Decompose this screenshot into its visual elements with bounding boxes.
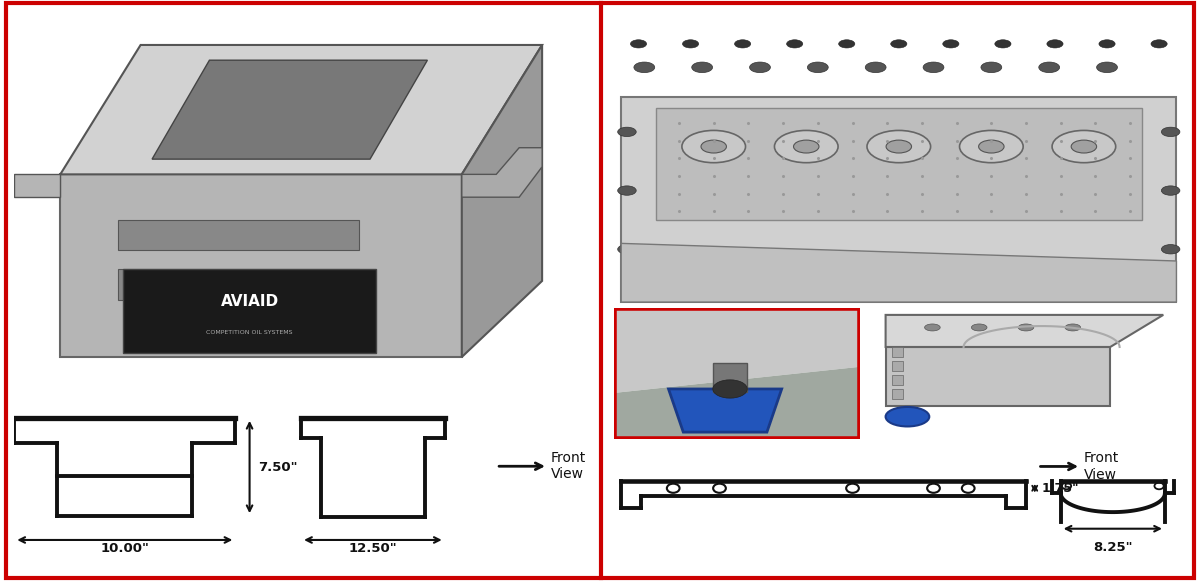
Circle shape (630, 40, 647, 48)
Text: 7.50": 7.50" (258, 461, 298, 474)
Polygon shape (462, 45, 542, 357)
Circle shape (618, 127, 636, 137)
Circle shape (667, 483, 679, 493)
Circle shape (635, 274, 654, 284)
Bar (118, 220, 359, 250)
Circle shape (1062, 483, 1072, 489)
Circle shape (1099, 40, 1115, 48)
Circle shape (865, 62, 886, 73)
Circle shape (923, 62, 944, 73)
Circle shape (866, 130, 931, 163)
Circle shape (886, 140, 912, 153)
Circle shape (979, 140, 1004, 153)
Circle shape (960, 130, 1024, 163)
Circle shape (750, 62, 770, 73)
Text: Front
View: Front View (1084, 451, 1120, 482)
Circle shape (1052, 130, 1116, 163)
Bar (892, 389, 902, 399)
Polygon shape (152, 60, 427, 159)
Circle shape (1066, 324, 1080, 331)
Text: 10.00": 10.00" (101, 542, 149, 555)
Bar (892, 347, 902, 357)
Text: 8.25": 8.25" (1093, 541, 1133, 554)
Circle shape (928, 483, 940, 493)
Circle shape (962, 483, 974, 493)
FancyBboxPatch shape (886, 347, 1110, 406)
Circle shape (793, 140, 818, 153)
Text: 12.50": 12.50" (348, 542, 397, 555)
Bar (118, 270, 359, 300)
Circle shape (1151, 40, 1168, 48)
Circle shape (1154, 483, 1164, 489)
Circle shape (1162, 186, 1180, 195)
Bar (892, 375, 902, 385)
Circle shape (839, 40, 854, 48)
Polygon shape (462, 148, 542, 197)
FancyBboxPatch shape (656, 109, 1141, 220)
Polygon shape (614, 308, 860, 393)
Bar (892, 361, 902, 371)
Circle shape (980, 62, 1002, 73)
Circle shape (1046, 40, 1063, 48)
Circle shape (895, 274, 914, 284)
Circle shape (683, 40, 698, 48)
Polygon shape (60, 174, 462, 357)
Circle shape (808, 62, 828, 73)
Circle shape (972, 324, 986, 331)
Circle shape (943, 40, 959, 48)
Polygon shape (622, 243, 1176, 302)
Circle shape (1069, 274, 1087, 284)
Circle shape (713, 380, 748, 398)
Circle shape (1162, 127, 1180, 137)
Circle shape (890, 40, 907, 48)
Circle shape (846, 483, 859, 493)
Circle shape (618, 245, 636, 254)
Circle shape (734, 40, 751, 48)
Circle shape (886, 407, 929, 426)
Circle shape (1072, 140, 1097, 153)
FancyBboxPatch shape (124, 270, 376, 353)
Circle shape (713, 483, 726, 493)
Text: AVIAID: AVIAID (221, 295, 278, 309)
Polygon shape (668, 389, 781, 432)
Circle shape (786, 40, 803, 48)
Polygon shape (886, 315, 1163, 347)
Polygon shape (14, 174, 60, 197)
Circle shape (982, 274, 1001, 284)
Text: Front
View: Front View (551, 451, 586, 481)
Circle shape (722, 274, 740, 284)
Circle shape (925, 324, 941, 331)
Circle shape (691, 62, 713, 73)
Circle shape (1162, 245, 1180, 254)
Text: COMPETITION OIL SYSTEMS: COMPETITION OIL SYSTEMS (206, 330, 293, 335)
Circle shape (634, 62, 655, 73)
Circle shape (618, 186, 636, 195)
Text: 1.75": 1.75" (1042, 482, 1079, 495)
Circle shape (995, 40, 1012, 48)
Circle shape (809, 274, 827, 284)
Circle shape (701, 140, 726, 153)
Polygon shape (622, 96, 1176, 302)
Circle shape (1097, 62, 1117, 73)
Bar (713, 363, 748, 392)
Circle shape (774, 130, 838, 163)
Polygon shape (60, 45, 542, 174)
Circle shape (1039, 62, 1060, 73)
Circle shape (682, 130, 745, 163)
Circle shape (1019, 324, 1034, 331)
Polygon shape (614, 367, 860, 439)
